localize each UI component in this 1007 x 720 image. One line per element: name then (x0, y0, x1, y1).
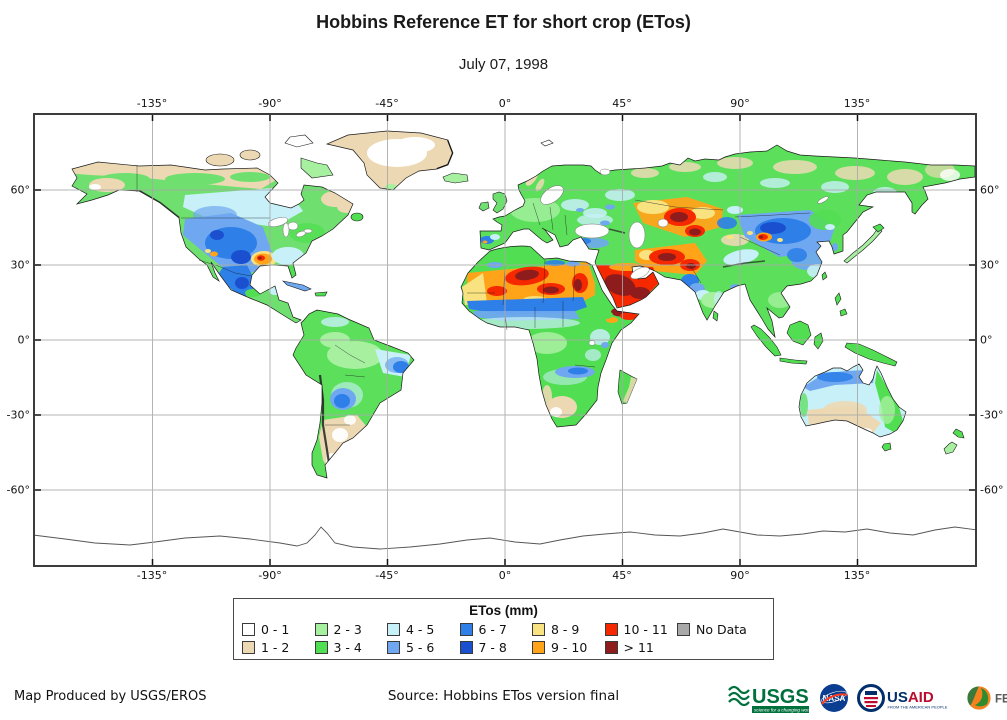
usgs-wave-icon (728, 685, 750, 707)
legend-label: No Data (696, 622, 747, 638)
page-title: Hobbins Reference ET for short crop (ETo… (316, 12, 691, 32)
svg-text:USGS: USGS (752, 686, 809, 708)
legend-item: 1 - 2 (242, 639, 315, 657)
legend-label: 6 - 7 (478, 622, 507, 638)
axis-tick-label: -45° (375, 97, 399, 110)
axis-tick-label: 60° (980, 183, 1000, 197)
producer-credit: Map Produced by USGS/EROS (14, 689, 207, 704)
legend-item: 4 - 5 (387, 621, 460, 639)
axis-tick-label: 0° (17, 333, 31, 347)
legend-item: 8 - 9 (532, 621, 605, 639)
svg-text:science for a changing world: science for a changing world (754, 708, 811, 713)
legend-label: 10 - 11 (623, 622, 668, 638)
axis-tick-label: -60° (6, 483, 30, 497)
legend-item: 9 - 10 (532, 639, 605, 657)
legend-swatch (314, 623, 328, 637)
legend-item: 7 - 8 (459, 639, 533, 657)
usaid-logo: USAID FROM THE AMERICAN PEOPLE (857, 684, 948, 712)
legend-swatch (242, 623, 255, 637)
legend-item: > 11 (604, 639, 678, 657)
legend-swatch (532, 640, 545, 654)
legend-item: 5 - 6 (387, 639, 460, 657)
axis-ticks (35, 115, 975, 565)
longitude-axis-bottom: -135° -90° -45° 0° 45° 90° 135° (0, 569, 1007, 583)
legend-swatch (532, 623, 545, 637)
svg-text:USAID: USAID (887, 689, 934, 706)
legend-item: No Data (677, 621, 750, 639)
nasa-logo: NASA (820, 684, 848, 712)
usgs-logo: USGS science for a changing world (728, 685, 811, 713)
axis-tick-label: -30° (980, 408, 1004, 422)
legend-swatch (314, 640, 328, 654)
axis-tick-label: 45° (612, 97, 632, 110)
axis-tick-label: -45° (375, 569, 399, 582)
legend-label: 1 - 2 (261, 639, 290, 655)
legend-label: 7 - 8 (478, 639, 507, 655)
axis-tick-label: 0° (498, 569, 512, 582)
svg-text:FROM THE AMERICAN PEOPLE: FROM THE AMERICAN PEOPLE (888, 705, 948, 710)
legend-item: 3 - 4 (314, 639, 388, 657)
legend-label: 9 - 10 (551, 639, 588, 655)
axis-tick-label: 45° (612, 569, 632, 582)
legend-swatch (387, 640, 400, 654)
legend-swatch (242, 640, 255, 654)
longitude-axis-top: -135° -90° -45° 0° 45° 90° 135° (0, 97, 1007, 111)
axis-tick-label: 135° (843, 569, 871, 582)
legend-item: 2 - 3 (314, 621, 388, 639)
graticule (35, 115, 975, 565)
legend-swatch (459, 640, 473, 654)
partner-logos: USGS science for a changing world NASA U… (727, 679, 1007, 717)
legend-swatch (604, 640, 618, 654)
legend-label: 4 - 5 (406, 622, 435, 638)
legend-label: 3 - 4 (333, 639, 362, 655)
fewsnet-logo: FEWS NET (966, 685, 1007, 711)
legend: ETos (mm) 0 - 1 1 - 2 2 - 3 3 - 4 4 - 5 … (233, 598, 774, 660)
axis-tick-label: -30° (6, 408, 30, 422)
axis-tick-label: 135° (843, 97, 871, 110)
axis-tick-label: -135° (136, 569, 168, 582)
axis-tick-label: 90° (730, 97, 750, 110)
axis-tick-label: 0° (980, 333, 993, 347)
legend-swatch (387, 623, 400, 637)
legend-swatch (604, 623, 618, 637)
axis-tick-label: -135° (136, 97, 168, 110)
svg-text:NASA: NASA (823, 694, 846, 703)
legend-label: 2 - 3 (333, 622, 362, 638)
axis-tick-label: -90° (258, 569, 282, 582)
legend-label: 0 - 1 (261, 622, 290, 638)
world-map (32, 113, 978, 568)
legend-label: 8 - 9 (551, 622, 580, 638)
axis-tick-label: -90° (258, 97, 282, 110)
legend-title: ETos (mm) (469, 603, 538, 618)
axis-tick-label: 0° (498, 97, 512, 110)
axis-tick-label: 60° (10, 183, 31, 197)
legend-swatch (459, 623, 473, 637)
world-map-svg (32, 115, 978, 568)
legend-item: 6 - 7 (459, 621, 533, 639)
axis-tick-label: 30° (10, 258, 31, 272)
legend-label: > 11 (623, 639, 654, 655)
legend-label: 5 - 6 (406, 639, 435, 655)
source-credit: Source: Hobbins ETos version final (387, 688, 620, 704)
legend-swatch (677, 623, 690, 637)
legend-item: 10 - 11 (604, 621, 678, 639)
axis-tick-label: 30° (980, 258, 1000, 272)
page-subtitle: July 07, 1998 (458, 56, 549, 73)
axis-tick-label: 90° (730, 569, 750, 582)
legend-grid: 0 - 1 1 - 2 2 - 3 3 - 4 4 - 5 5 - 6 6 - … (242, 621, 773, 656)
axis-tick-label: -60° (980, 483, 1004, 497)
svg-text:FEWS NET: FEWS NET (995, 694, 1007, 706)
legend-item: 0 - 1 (242, 621, 315, 639)
